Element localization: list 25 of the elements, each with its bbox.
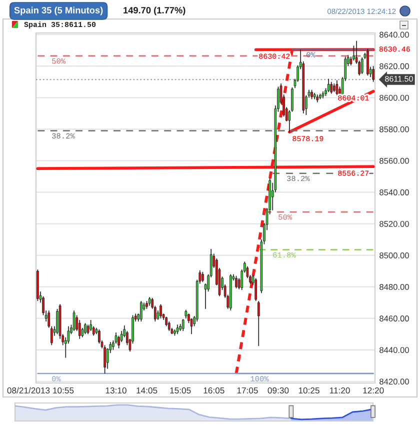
x-tick-label: 09:30 (268, 387, 289, 394)
y-tick-label: 8480.00 (380, 284, 409, 290)
y-tick-label: 8560.00 (380, 158, 409, 164)
x-tick-label: 14:05 (136, 387, 158, 394)
y-tick-label: 8460.00 (380, 316, 409, 322)
y-tick-label: 8640.00 (380, 32, 409, 38)
x-tick-label: 11:20 (330, 387, 350, 394)
y-tick-label: 8580.00 (380, 126, 409, 132)
x-tick-label: 17:05 (237, 387, 258, 394)
x-tick-label: 08/21/2013 10:55 (7, 387, 74, 394)
y-tick-label: 8500.00 (380, 252, 409, 258)
y-tick-label: 8520.00 (380, 220, 409, 227)
y-tick-label: 8620.00 (380, 63, 409, 70)
ref-line-label: 8611.50 (385, 76, 413, 82)
y-tick-label: 8440.00 (380, 347, 409, 353)
y-tick-label: 8600.00 (380, 94, 409, 101)
x-tick-label: 12:20 (363, 387, 384, 394)
x-tick-label: 10:25 (298, 387, 320, 394)
chart-title: Spain 35 (5 Minutos) (14, 6, 103, 16)
x-tick-label: 16:05 (204, 387, 224, 394)
x-tick-label: 15:05 (170, 387, 191, 394)
y-tick-label: 8420.00 (380, 378, 409, 385)
x-tick-label: 13:10 (106, 387, 126, 394)
chart-subtitle: 149.70 (1.77%) (124, 6, 186, 16)
y-tick-label: 8540.00 (380, 189, 409, 196)
